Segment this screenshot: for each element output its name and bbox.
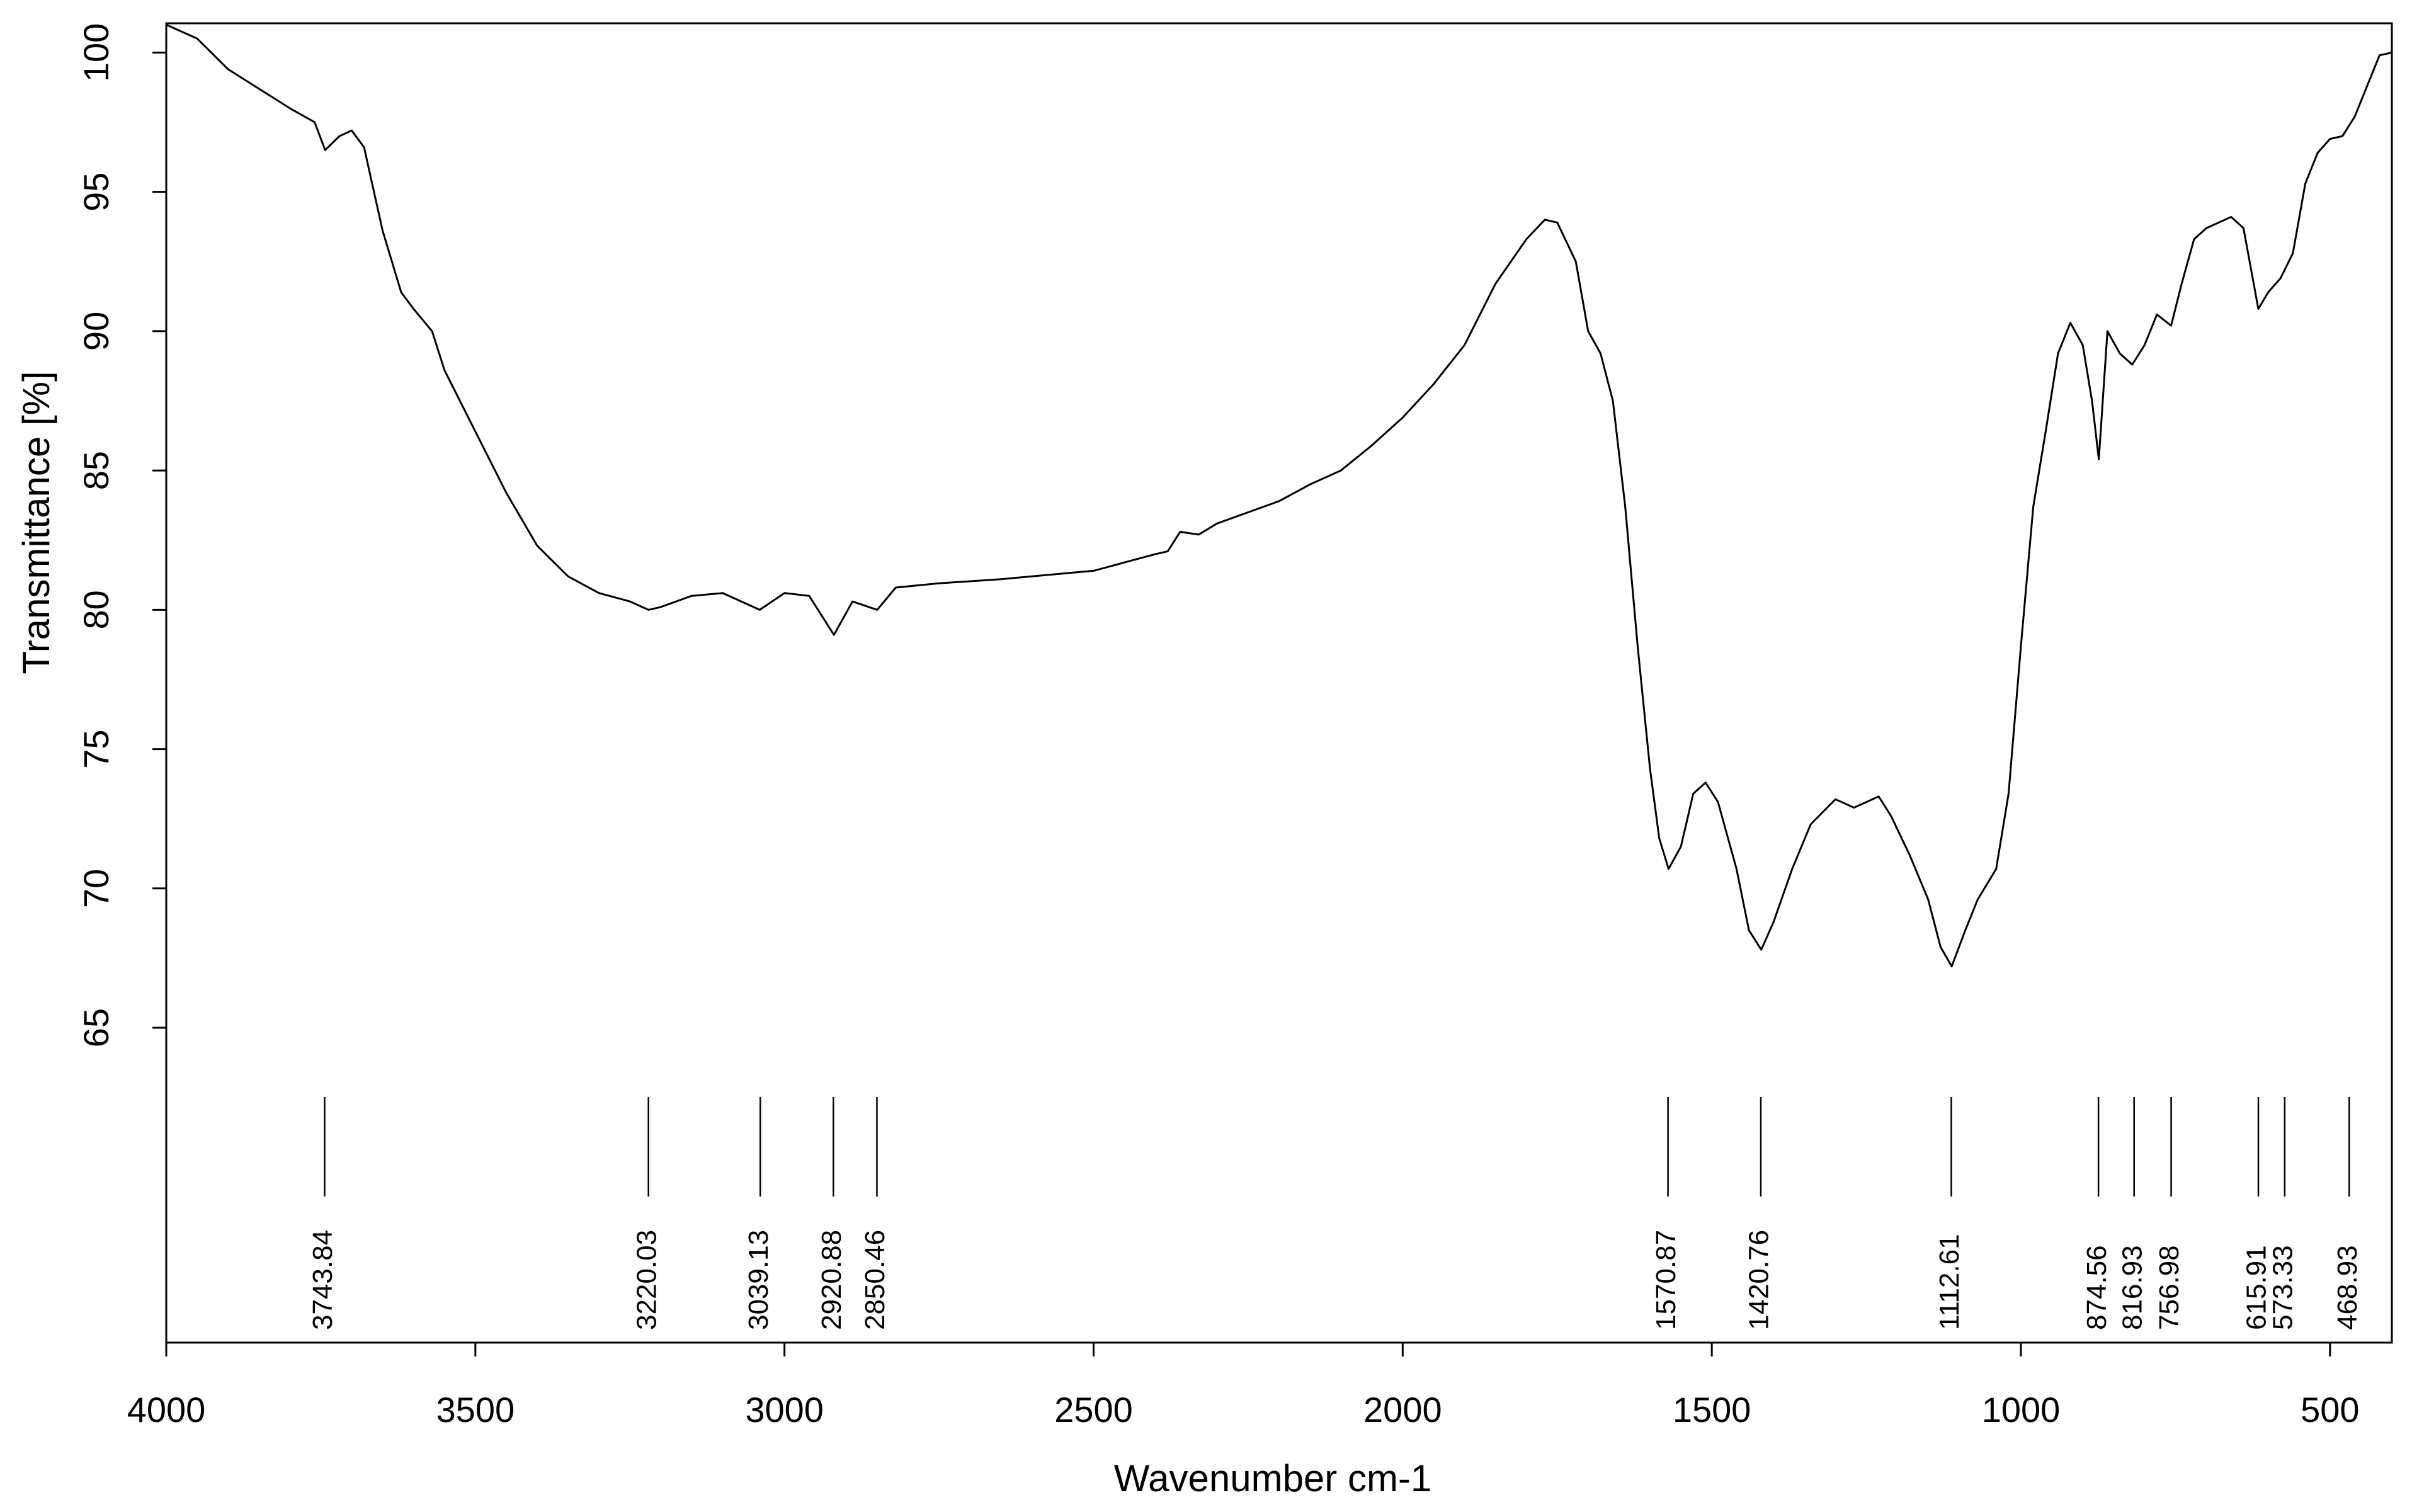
y-tick-label: 70 — [76, 869, 116, 908]
peak-label: 3743.84 — [307, 1230, 338, 1330]
peak-label: 756.98 — [2154, 1245, 2185, 1330]
peak-label: 1112.61 — [1934, 1234, 1965, 1330]
y-tick-label: 85 — [76, 451, 116, 490]
x-tick-label: 2500 — [1054, 1390, 1133, 1430]
x-axis-title: Wavenumber cm-1 — [1114, 1457, 1432, 1499]
peak-label: 573.33 — [2267, 1245, 2298, 1330]
peak-label: 1570.87 — [1651, 1230, 1681, 1330]
y-tick-label: 65 — [76, 1008, 116, 1047]
x-tick-label: 4000 — [127, 1390, 206, 1430]
y-tick-label: 100 — [76, 23, 116, 82]
y-tick-label: 80 — [76, 590, 116, 629]
x-tick-label: 1500 — [1673, 1390, 1751, 1430]
peak-label: 874.56 — [2081, 1245, 2112, 1330]
x-tick-label: 3500 — [436, 1390, 515, 1430]
peak-label: 816.93 — [2117, 1245, 2147, 1330]
x-tick-label: 3000 — [745, 1390, 824, 1430]
x-tick-label: 1000 — [1982, 1390, 2061, 1430]
peak-label: 1420.76 — [1744, 1230, 1775, 1330]
peak-label: 615.91 — [2241, 1245, 2272, 1330]
x-tick-label: 2000 — [1363, 1390, 1442, 1430]
y-tick-label: 75 — [76, 729, 116, 768]
peak-label: 468.93 — [2332, 1245, 2363, 1330]
y-axis-title: Transmittance [%] — [15, 371, 57, 674]
y-tick-label: 90 — [76, 312, 116, 351]
x-tick-label: 500 — [2301, 1390, 2359, 1430]
peak-label: 3220.03 — [631, 1230, 662, 1330]
peak-label: 2850.46 — [860, 1230, 890, 1330]
peak-label: 3039.13 — [743, 1230, 774, 1330]
spectrum-line — [166, 23, 2392, 968]
peak-label: 2920.88 — [816, 1230, 847, 1330]
plot-frame — [165, 22, 2393, 1344]
y-tick-label: 95 — [76, 173, 116, 212]
